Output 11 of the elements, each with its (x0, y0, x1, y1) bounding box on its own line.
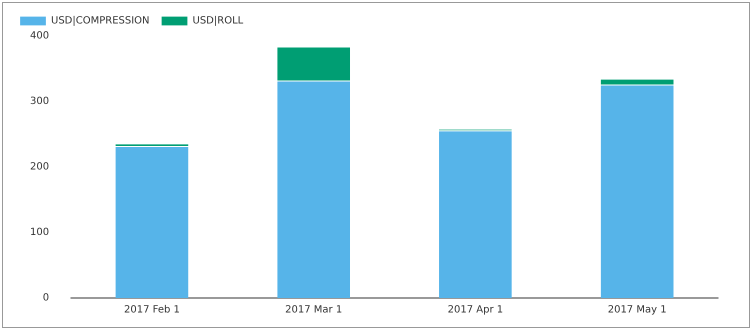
y-tick-label: 400 (30, 30, 50, 42)
legend-label: USD|ROLL (192, 16, 244, 27)
x-tick-label: 2017 Apr 1 (448, 304, 504, 316)
y-tick-label: 100 (30, 227, 50, 238)
x-tick-label: 2017 Feb 1 (124, 304, 180, 316)
x-tick-label: 2017 Mar 1 (285, 304, 342, 316)
y-tick-label: 300 (30, 96, 50, 108)
legend-label: USD|COMPRESSION (51, 16, 150, 27)
y-tick-label: 0 (42, 292, 50, 304)
y-tick-label: 200 (30, 162, 50, 173)
x-tick-label: 2017 May 1 (608, 304, 667, 316)
